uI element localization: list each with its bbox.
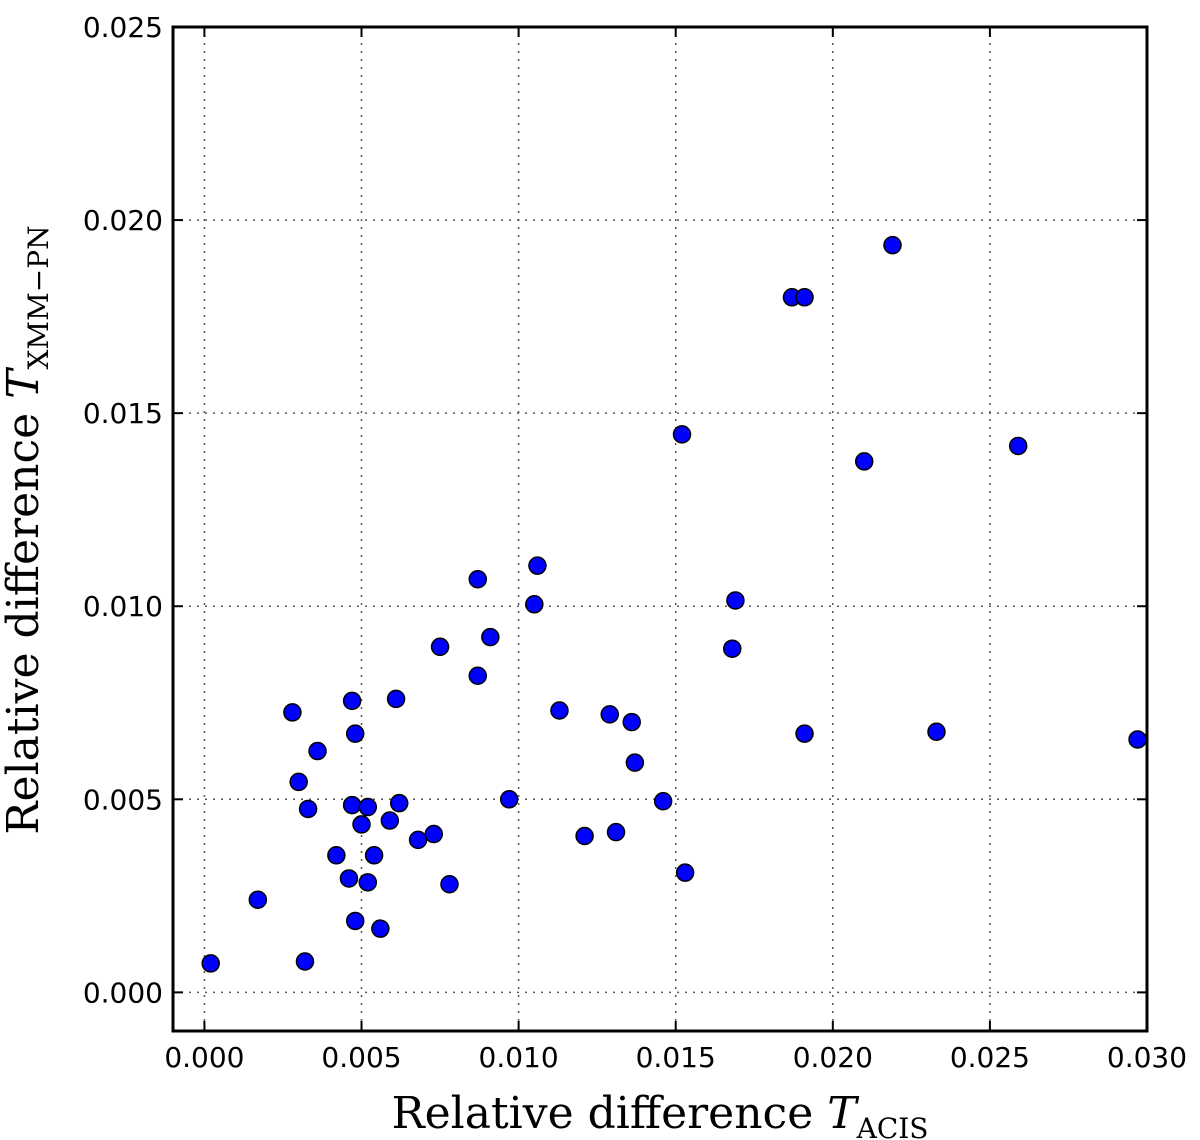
y-tick-label: 0.005 [83, 783, 163, 816]
data-point [795, 724, 814, 743]
y-tick-label: 0.010 [83, 590, 163, 623]
data-point [606, 822, 626, 842]
data-point [295, 952, 315, 971]
data-point [625, 753, 645, 772]
data-point [525, 595, 544, 614]
data-point [795, 288, 814, 307]
data-point [408, 830, 428, 850]
data-point [672, 425, 692, 444]
data-point [927, 722, 946, 741]
data-point [440, 875, 459, 894]
data-point [283, 703, 302, 722]
y-tick-label: 0.000 [83, 976, 163, 1009]
y-tick-label: 0.020 [83, 204, 163, 237]
x-tick-label: 0.020 [793, 1041, 873, 1074]
y-axis-title-prefix: Relative difference [0, 399, 49, 835]
grid-lines [173, 26, 1148, 1031]
y-axis-title: Relative difference TXMM−PN [0, 225, 55, 834]
data-point [430, 637, 450, 657]
data-point [883, 235, 902, 255]
data-point [550, 701, 569, 720]
data-point [622, 712, 641, 732]
data-point [298, 799, 318, 819]
y-tick-labels: 0.000 0.005 0.010 0.015 0.020 0.025 [83, 11, 163, 1009]
data-point [289, 772, 308, 792]
data-point [339, 869, 359, 888]
data-point [653, 791, 673, 811]
data-point [358, 797, 378, 817]
data-point [854, 452, 874, 471]
data-points [201, 235, 1147, 973]
x-axis-title-symbol: T [827, 1088, 860, 1139]
y-axis-title-subscript: XMM−PN [22, 225, 55, 369]
plot-frame [171, 25, 1149, 1033]
data-point [499, 790, 519, 809]
data-point [371, 919, 390, 938]
data-point [364, 846, 384, 865]
data-point [345, 911, 365, 931]
x-tick-label: 0.010 [479, 1041, 559, 1074]
data-point [528, 556, 547, 575]
data-point [389, 793, 409, 813]
y-tick-label: 0.015 [83, 397, 163, 430]
data-point [358, 873, 378, 892]
data-point [380, 811, 400, 830]
data-point [201, 954, 220, 973]
x-axis-title: Relative difference TACIS [392, 1088, 929, 1140]
x-tick-label: 0.005 [321, 1041, 401, 1074]
x-tick-label: 0.030 [1107, 1041, 1187, 1074]
data-point [352, 815, 371, 834]
data-point [248, 890, 268, 909]
data-point [675, 863, 695, 882]
data-point [481, 627, 500, 647]
axis-ticks [173, 26, 1148, 1031]
data-point [342, 691, 362, 711]
x-axis-title-prefix: Relative difference [392, 1088, 828, 1139]
x-tick-labels: 0.000 0.005 0.010 0.015 0.020 0.025 0.030 [164, 1041, 1187, 1074]
x-tick-label: 0.000 [164, 1041, 244, 1074]
data-point [468, 569, 488, 589]
x-tick-label: 0.025 [950, 1041, 1030, 1074]
data-point [726, 591, 745, 610]
data-point [1008, 436, 1028, 456]
data-point [468, 666, 488, 685]
data-point [723, 639, 742, 658]
data-point [342, 795, 362, 815]
data-point [600, 705, 619, 724]
y-tick-label: 0.025 [83, 11, 163, 44]
data-point [345, 724, 365, 743]
y-axis-title-symbol: T [0, 366, 49, 399]
x-axis-title-subscript: ACIS [856, 1112, 929, 1140]
data-point [575, 826, 594, 846]
data-point [1128, 730, 1147, 749]
x-tick-label: 0.015 [636, 1041, 716, 1074]
data-point [386, 689, 406, 709]
data-point [424, 824, 444, 844]
data-point [308, 741, 327, 761]
data-point [327, 846, 346, 865]
